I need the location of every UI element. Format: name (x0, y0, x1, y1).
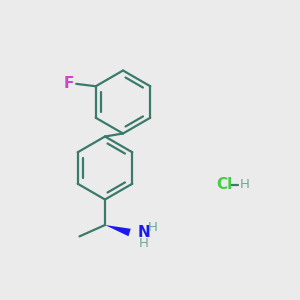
Text: Cl: Cl (216, 177, 232, 192)
Text: N: N (138, 225, 150, 240)
Text: H: H (148, 221, 158, 234)
Text: F: F (63, 76, 74, 91)
Polygon shape (105, 225, 131, 236)
Text: H: H (240, 178, 249, 191)
Text: H: H (139, 237, 149, 250)
